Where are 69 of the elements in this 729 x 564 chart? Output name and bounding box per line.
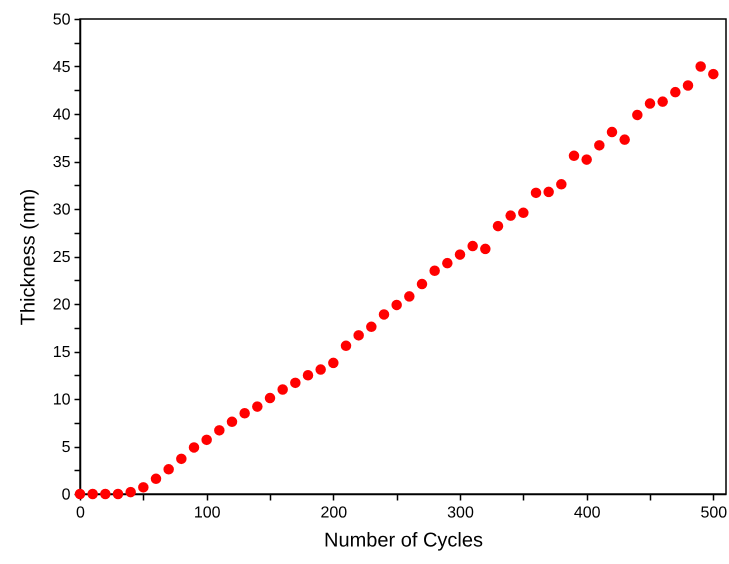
y-tick-label: 15	[52, 344, 71, 361]
point	[543, 186, 554, 198]
point	[581, 154, 592, 165]
point	[695, 61, 706, 72]
point	[556, 179, 567, 190]
y-tick-label: 35	[52, 154, 71, 171]
point	[568, 150, 580, 162]
point	[302, 370, 314, 380]
y-tick-label: 10	[52, 392, 71, 408]
point	[226, 416, 238, 428]
point	[214, 425, 225, 436]
y-tick-label: 50	[52, 12, 71, 28]
point	[188, 442, 200, 453]
x-tick-label: 0	[76, 504, 86, 522]
point	[632, 110, 643, 120]
point	[201, 434, 212, 446]
x-tick-label: 400	[574, 504, 601, 522]
point	[391, 300, 402, 310]
point	[112, 488, 124, 500]
point	[353, 330, 364, 341]
x-tick-label: 200	[320, 504, 348, 522]
x-tick-label: 300	[447, 504, 474, 522]
point	[87, 488, 98, 500]
point	[138, 482, 149, 493]
point	[670, 86, 681, 98]
x-tick-label: 100	[194, 504, 221, 522]
point	[467, 240, 478, 252]
point	[606, 126, 618, 138]
point	[125, 486, 136, 498]
point	[150, 474, 162, 484]
point	[264, 392, 276, 404]
y-tick-label: 45	[52, 59, 71, 76]
point	[454, 249, 466, 260]
y-tick-label: 5	[62, 439, 71, 456]
x-tick-label: 500	[700, 504, 728, 522]
point	[277, 384, 288, 395]
y-tick-label: 25	[52, 249, 71, 266]
y-tick-label: 30	[52, 202, 71, 218]
point	[239, 408, 250, 418]
point	[594, 140, 605, 151]
point	[505, 210, 516, 221]
point	[328, 358, 339, 368]
point	[429, 266, 440, 276]
point	[442, 258, 453, 268]
point	[404, 291, 415, 302]
y-tick-label: 40	[52, 106, 71, 124]
point	[682, 80, 694, 91]
point	[340, 340, 352, 352]
y-tick-label: 0	[62, 486, 71, 504]
point	[378, 309, 390, 320]
y-tick-label: 20	[52, 296, 71, 314]
point	[315, 364, 326, 375]
y-axis-title: Thickness (nm)	[18, 188, 40, 326]
point	[252, 401, 263, 412]
point	[163, 464, 174, 475]
point	[290, 378, 301, 388]
point	[530, 188, 542, 198]
point	[644, 98, 656, 109]
point	[619, 134, 630, 145]
point	[708, 68, 719, 80]
x-axis-title: Number of Cycles	[324, 530, 483, 552]
point	[100, 488, 111, 500]
point	[480, 244, 491, 254]
point	[657, 96, 668, 107]
point	[416, 278, 428, 290]
point	[492, 220, 504, 232]
point	[518, 208, 529, 218]
point	[176, 454, 187, 464]
point	[366, 322, 377, 332]
